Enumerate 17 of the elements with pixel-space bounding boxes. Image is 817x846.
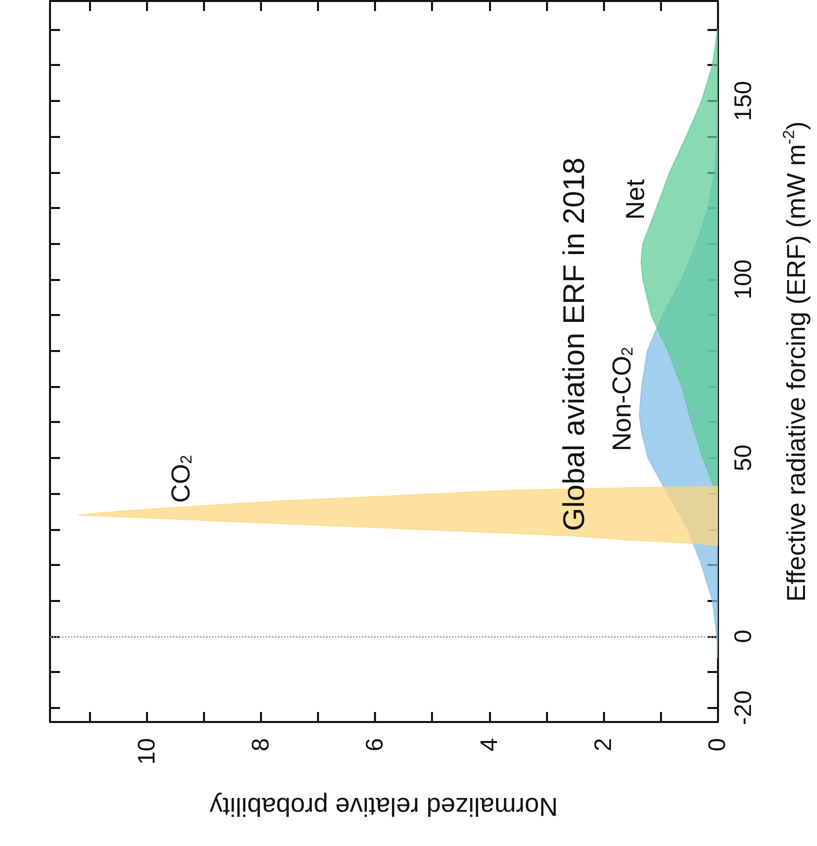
- y-tick-label: 150: [730, 80, 757, 121]
- y-tick-label: 0: [730, 630, 757, 644]
- y-tick-label: 50: [730, 444, 757, 472]
- text: Non-CO2: [606, 346, 636, 452]
- x-tick-label: 4: [476, 738, 503, 752]
- x-tick-label: 8: [248, 738, 275, 752]
- x-tick-label: 6: [362, 738, 389, 752]
- x-axis-title: Normalized relative probability: [210, 792, 558, 822]
- text: Global aviation ERF in 2018: [558, 158, 591, 532]
- x-tick-label: 0: [704, 738, 731, 752]
- y-tick-label: 100: [730, 259, 757, 300]
- x-tick-label: 2: [590, 738, 617, 752]
- y-axis-title: Effective radiative forcing (ERF) (mW m-2): [781, 121, 811, 602]
- text: Net: [620, 178, 650, 220]
- text: CO2: [166, 454, 196, 503]
- y-tick-label: -20: [730, 690, 757, 726]
- x-tick-label: 10: [133, 738, 160, 765]
